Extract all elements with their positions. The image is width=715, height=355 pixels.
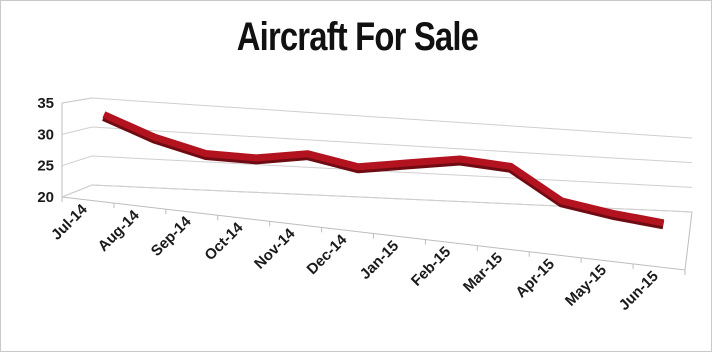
gridline-depth [61,126,93,135]
x-tick-label: May-15 [562,262,610,310]
gridlines [61,97,693,213]
y-tick-label: 25 [37,158,54,175]
gridline-depth [61,155,93,167]
x-tick-label: Feb-15 [408,243,454,289]
x-tick-label: Apr-15 [512,256,558,302]
x-axis-tick-labels: Jul-14 Aug-14 Sep-14 Oct-14 Nov-14 Dec-14 Jan-… [48,200,662,314]
chart-back-wall [61,97,93,197]
x-tick-label: Nov-14 [251,225,299,273]
gridline-depth [61,97,93,104]
gridline [91,97,693,139]
y-tick-label: 20 [37,189,54,206]
chart-title: Aircraft For Sale [236,15,479,59]
x-tick-label: Oct-14 [202,219,247,264]
x-tick-label: Aug-14 [95,206,143,254]
x-tick-label: Jan-15 [357,237,403,283]
y-axis-tick-labels: 20 25 30 35 [37,95,54,206]
series-line-layer [102,111,665,230]
y-tick-label: 35 [37,95,54,112]
x-tick-label: Mar-15 [460,250,506,296]
gridline [91,126,693,164]
series-line [102,111,665,227]
gridline [91,155,693,188]
x-tick-label: Jun-15 [616,268,662,314]
gridline-depth [61,184,93,198]
x-tick-label: Sep-14 [148,213,195,260]
y-tick-label: 30 [37,126,54,143]
x-tick-label: Jul-14 [48,200,91,243]
x-tick-label: Dec-14 [304,231,351,278]
